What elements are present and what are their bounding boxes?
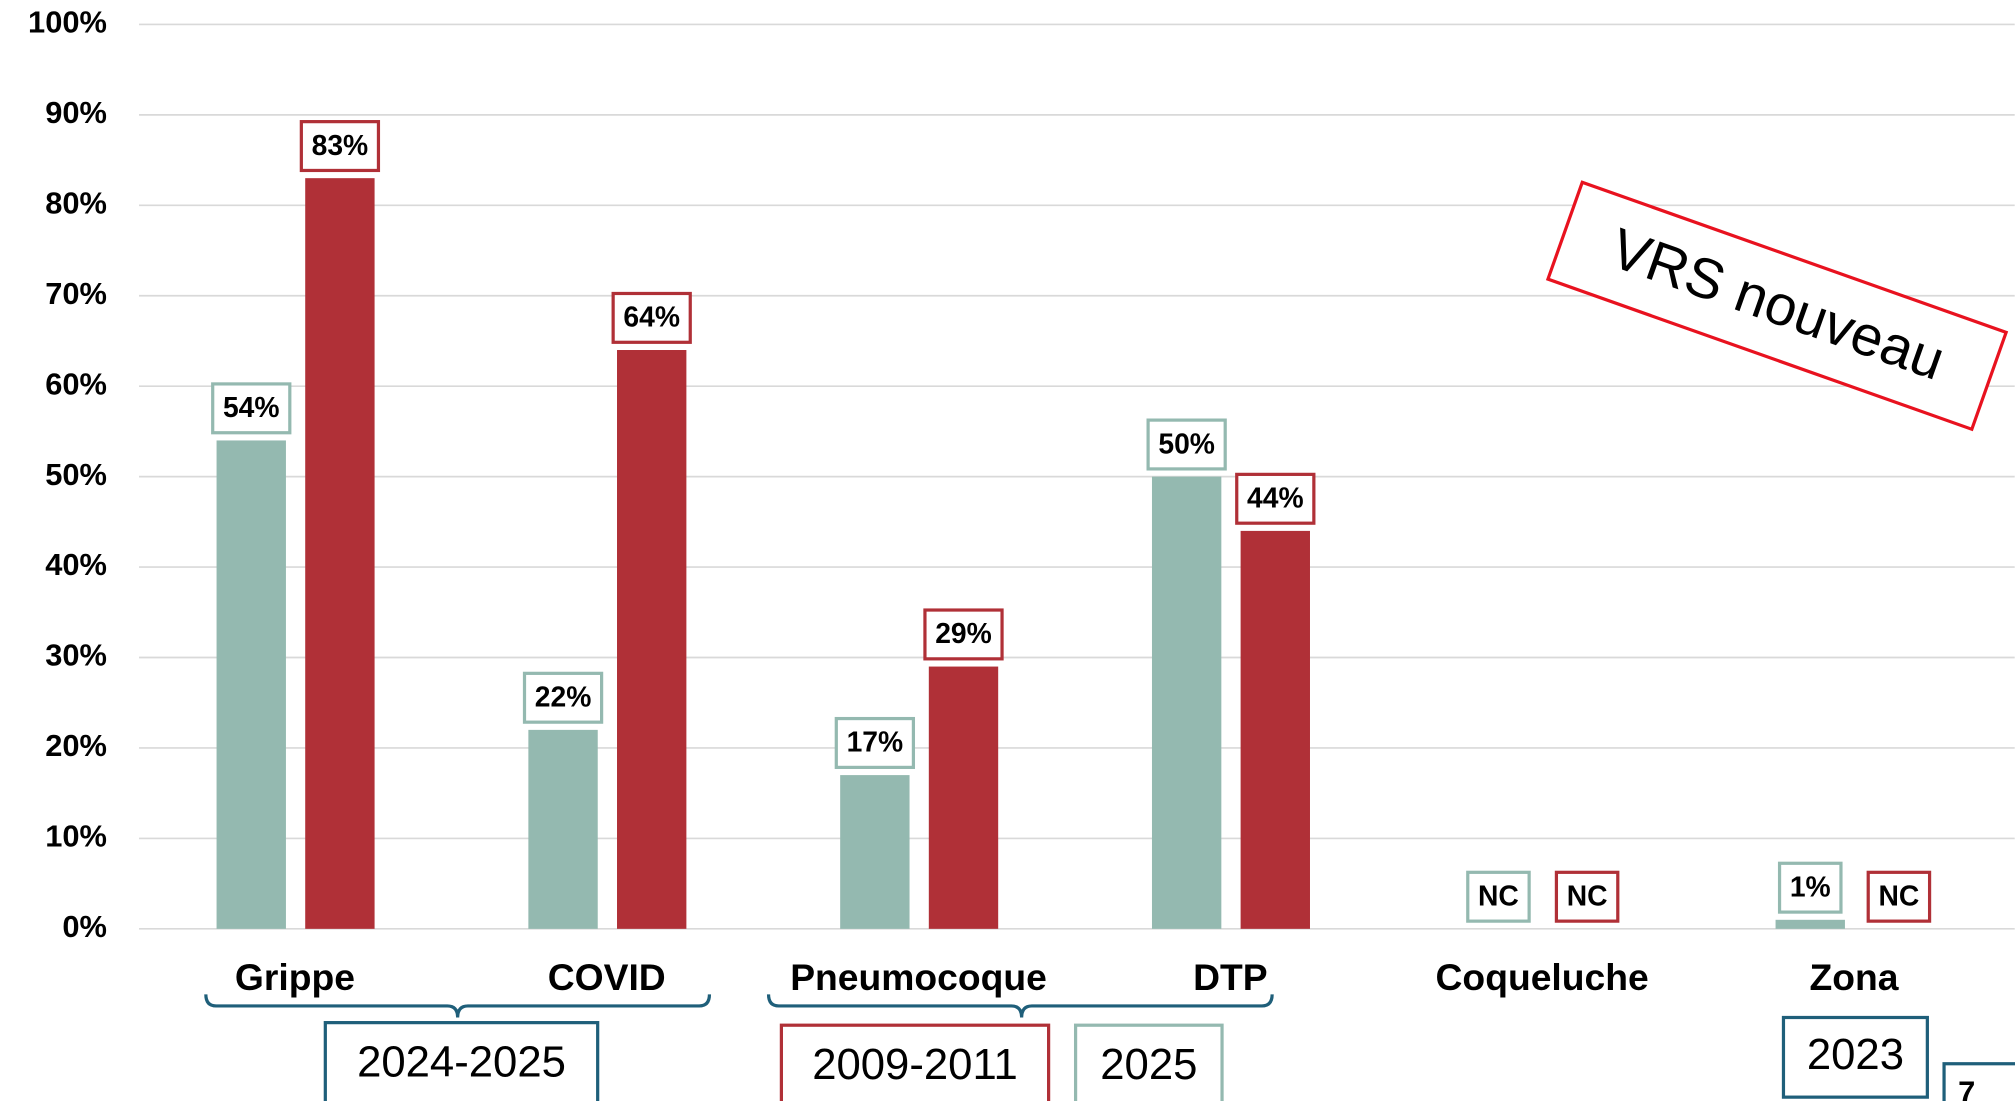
value-label: 64% <box>623 301 680 333</box>
annotation: 2009-2011 <box>812 1040 1018 1089</box>
value-label: NC <box>1567 879 1608 911</box>
value-label-box <box>1466 870 1531 923</box>
bar <box>1151 476 1222 929</box>
x-tick-label: DTP <box>1193 956 1268 998</box>
x-tick-label: Zona <box>1809 956 1898 998</box>
value-label-box <box>834 716 916 769</box>
value-label-box <box>1235 472 1316 525</box>
y-tick-label: 0% <box>62 909 107 944</box>
value-label: 29% <box>935 617 992 649</box>
value-label-box <box>611 291 692 344</box>
annotation-box <box>323 1021 600 1101</box>
value-label-box <box>1777 861 1843 914</box>
value-label: 17% <box>847 726 904 758</box>
y-tick-label: 20% <box>45 728 107 763</box>
annotation-box <box>1545 180 2009 432</box>
annotation: 7 <box>1958 1075 1975 1101</box>
y-tick-label: 100% <box>28 5 107 40</box>
bar <box>305 178 375 929</box>
value-label: 54% <box>223 391 280 423</box>
value-label-box <box>299 120 381 173</box>
value-label: 50% <box>1158 427 1215 459</box>
bar <box>617 350 687 929</box>
value-label: NC <box>1878 879 1919 911</box>
annotation: 2025 <box>1100 1040 1197 1089</box>
y-tick-label: 90% <box>45 95 107 130</box>
value-label: 83% <box>312 129 369 161</box>
value-label-box <box>522 671 604 724</box>
bar <box>840 775 910 929</box>
y-tick-label: 40% <box>45 547 107 582</box>
value-label-box <box>211 382 292 435</box>
vrs-note: VRS nouveau <box>1545 180 2009 432</box>
annotation-box <box>1942 1062 2015 1101</box>
bar <box>216 440 286 929</box>
bar <box>1240 530 1310 929</box>
value-label-box <box>1866 870 1932 923</box>
bar <box>928 666 999 929</box>
annotation-box <box>1073 1023 1224 1101</box>
value-label: NC <box>1478 879 1519 911</box>
x-tick-label: COVID <box>548 956 666 998</box>
y-tick-label: 70% <box>45 276 107 311</box>
annotation: 2024-2025 <box>357 1038 566 1087</box>
x-tick-label: Pneumocoque <box>790 956 1047 998</box>
x-tick-label: Coqueluche <box>1436 956 1649 998</box>
bar <box>528 729 598 929</box>
annotation-box <box>1781 1015 1929 1099</box>
x-tick-label: Grippe <box>235 956 355 998</box>
y-tick-label: 60% <box>45 366 107 401</box>
bar <box>1775 919 1845 929</box>
annotation: 2023 <box>1807 1030 1904 1079</box>
value-label: 1% <box>1790 870 1831 902</box>
brackets <box>204 994 1274 1018</box>
plot: 0% 10% 20% 30% 40% 50% 60% 70% 80% 90% 100% Grippe 5… <box>28 5 2015 998</box>
value-label: 44% <box>1247 482 1304 514</box>
y-tick-label: 50% <box>45 457 107 492</box>
value-label-box <box>923 608 1004 661</box>
annotation-box <box>779 1023 1051 1101</box>
y-tick-label: 10% <box>45 819 107 854</box>
value-label-box <box>1554 870 1620 923</box>
y-tick-label: 30% <box>45 638 107 673</box>
value-label: 22% <box>535 681 592 713</box>
y-tick-label: 80% <box>45 185 107 220</box>
value-label-box <box>1146 418 1227 471</box>
